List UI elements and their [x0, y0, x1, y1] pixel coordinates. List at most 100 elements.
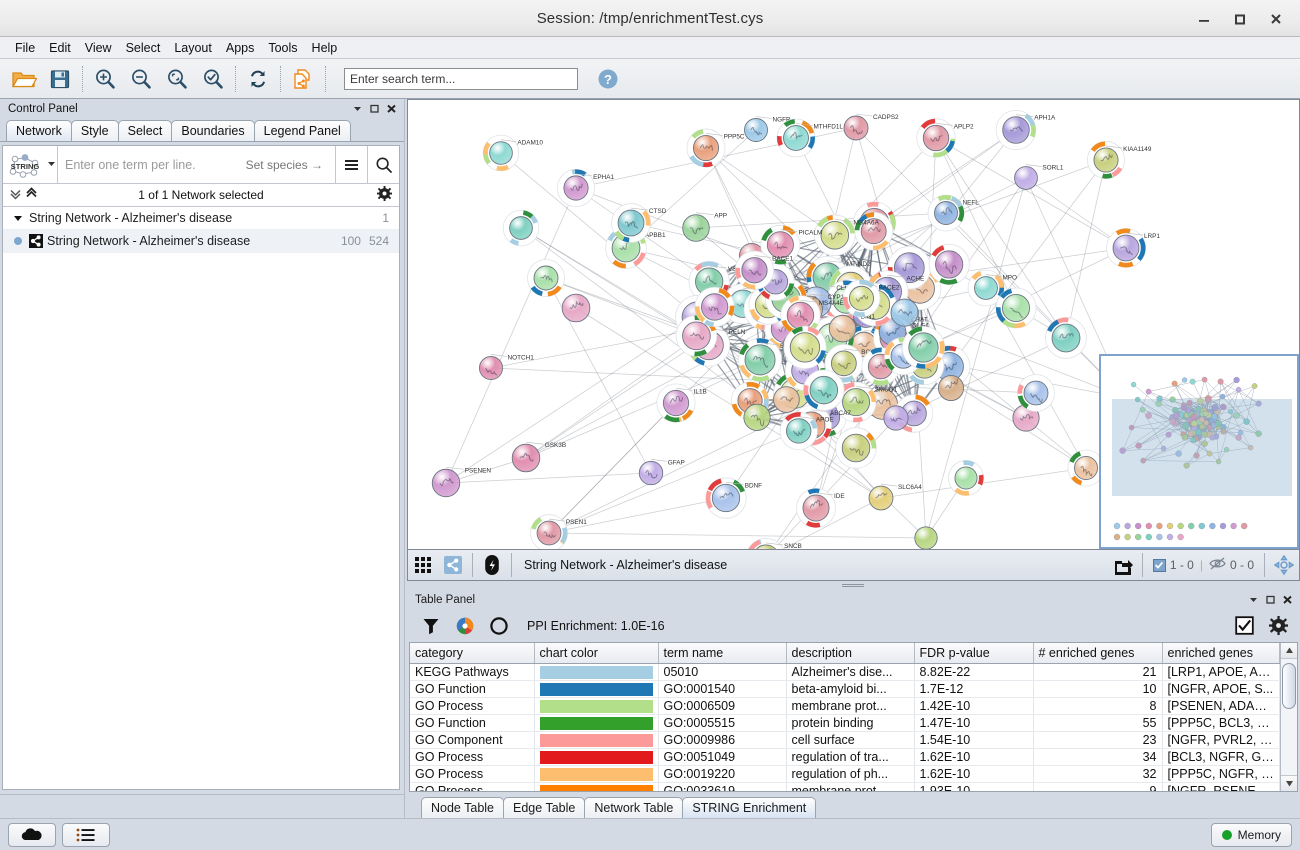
tab-boundaries[interactable]: Boundaries	[171, 120, 255, 141]
color-palette-icon[interactable]	[453, 613, 477, 639]
maximize-icon[interactable]	[1222, 4, 1258, 34]
col-description[interactable]: description	[786, 643, 915, 664]
network-node[interactable]	[773, 386, 800, 413]
tab-edge-table[interactable]: Edge Table	[503, 797, 586, 818]
minimap-viewport-rect[interactable]	[1112, 399, 1292, 496]
search-input[interactable]	[344, 67, 578, 90]
cloud-icon[interactable]	[8, 822, 56, 847]
network-node[interactable]	[937, 374, 965, 402]
grid-layout-icon[interactable]	[408, 551, 438, 580]
network-node[interactable]: IL1B	[656, 383, 707, 423]
network-node[interactable]: APP	[682, 212, 727, 242]
network-node[interactable]	[1045, 317, 1087, 359]
network-node[interactable]	[948, 460, 984, 496]
selected-checkbox-icon[interactable]	[1152, 558, 1166, 572]
tab-select[interactable]: Select	[117, 120, 173, 141]
menu-view[interactable]: View	[84, 40, 112, 55]
zoom-fit-icon[interactable]	[159, 62, 195, 96]
refresh-icon[interactable]	[240, 62, 276, 96]
birds-eye-icon[interactable]	[1269, 551, 1299, 580]
selected-node-count[interactable]: 1 - 0	[1147, 558, 1200, 572]
string-datasource-chevron-down-icon[interactable]	[47, 146, 57, 183]
network-node[interactable]	[803, 369, 845, 411]
network-node[interactable]: BDNF	[705, 477, 762, 519]
network-node[interactable]: APH1A	[995, 109, 1056, 151]
network-node[interactable]	[883, 405, 909, 431]
network-node[interactable]	[1067, 449, 1105, 487]
string-query-input[interactable]	[57, 146, 246, 183]
table-row[interactable]: GO Process GO:0006509 membrane prot... 1.42…	[410, 697, 1281, 715]
network-node[interactable]	[995, 287, 1037, 329]
tab-network-table[interactable]: Network Table	[584, 797, 684, 818]
expand-all-icon[interactable]	[25, 187, 38, 203]
network-node[interactable]	[502, 209, 540, 247]
menu-tools[interactable]: Tools	[268, 40, 298, 55]
network-canvas[interactable]: MT-ND2MT-ND1VSNL1GAB2ADAMTS2SMUG1TOMM40P…	[407, 99, 1300, 550]
hamburger-menu-icon[interactable]	[335, 146, 367, 183]
table-panel-dropdown-icon[interactable]	[1245, 592, 1262, 608]
donut-chart-icon[interactable]	[487, 613, 511, 639]
save-session-icon[interactable]	[42, 62, 78, 96]
network-node[interactable]: KIAA1149	[1087, 141, 1152, 179]
hidden-node-count[interactable]: 0 - 0	[1203, 557, 1260, 573]
filter-icon[interactable]	[419, 613, 443, 639]
enrichment-table[interactable]: category chart color term name descripti…	[410, 643, 1281, 791]
network-node[interactable]: NEFL	[927, 194, 979, 232]
network-node[interactable]: APLP2	[916, 118, 974, 158]
menu-help[interactable]: Help	[311, 40, 338, 55]
network-node[interactable]: SORL1	[1014, 164, 1064, 190]
network-minimap[interactable]	[1099, 354, 1299, 549]
col-category[interactable]: category	[410, 643, 535, 664]
network-node[interactable]	[694, 286, 735, 328]
settings-gear-icon[interactable]	[1266, 613, 1290, 639]
set-species-link[interactable]: Set species →	[245, 157, 323, 172]
menu-edit[interactable]: Edit	[49, 40, 71, 55]
network-node[interactable]: PPP5C	[686, 128, 745, 168]
network-node[interactable]: LRP1	[1106, 228, 1161, 268]
table-row[interactable]: GO Process GO:0033619 membrane prot... 1.93…	[410, 782, 1281, 791]
zoom-selected-icon[interactable]	[195, 62, 231, 96]
network-graph[interactable]: MT-ND2MT-ND1VSNL1GAB2ADAMTS2SMUG1TOMM40P…	[408, 100, 1296, 550]
table-row[interactable]: GO Process GO:0051049 regulation of tra...…	[410, 748, 1281, 766]
network-node[interactable]: PICALM	[760, 224, 822, 265]
table-row[interactable]: GO Process GO:0019220 regulation of ph... 1…	[410, 765, 1281, 783]
network-node[interactable]: BACE1	[734, 250, 794, 290]
table-row[interactable]: KEGG Pathways 05010 Alzheimer's dise... 8.8…	[410, 663, 1281, 681]
network-node[interactable]	[854, 211, 894, 251]
network-node[interactable]: GFAP	[638, 458, 685, 486]
network-node[interactable]: CTSD	[611, 203, 667, 243]
menu-file[interactable]: File	[15, 40, 36, 55]
col-chart-color[interactable]: chart color	[534, 643, 659, 664]
close-icon[interactable]	[1258, 4, 1294, 34]
tab-string-enrichment[interactable]: STRING Enrichment	[682, 797, 817, 818]
collapse-all-icon[interactable]	[9, 187, 22, 203]
search-icon[interactable]	[367, 146, 399, 183]
table-row[interactable]: GO Function GO:0005515 protein binding 1.47…	[410, 714, 1281, 732]
scroll-up-icon[interactable]	[1281, 643, 1297, 659]
scroll-track[interactable]	[1281, 659, 1297, 775]
network-node[interactable]: NOTCH1	[478, 354, 534, 381]
col-enriched-count[interactable]: # enriched genes	[1033, 643, 1163, 664]
string-logo-icon[interactable]: STRING	[3, 146, 47, 183]
select-all-checkbox-icon[interactable]	[1232, 613, 1256, 639]
annotation-icon[interactable]	[477, 551, 507, 580]
table-row[interactable]: GO Component GO:0009986 cell surface 1.54E-…	[410, 731, 1281, 749]
zoom-out-icon[interactable]	[123, 62, 159, 96]
network-node[interactable]	[527, 259, 565, 297]
network-node[interactable]: EPHA1	[556, 168, 615, 208]
network-node[interactable]: CADPS2	[843, 113, 899, 141]
network-node[interactable]	[914, 526, 938, 549]
zoom-in-icon[interactable]	[87, 62, 123, 96]
network-node[interactable]	[901, 325, 946, 370]
scroll-thumb[interactable]	[1282, 663, 1296, 709]
tree-row-network[interactable]: String Network - Alzheimer's disease 100…	[3, 230, 399, 253]
network-node[interactable]: IDE	[796, 488, 845, 528]
export-image-icon[interactable]	[1108, 551, 1138, 580]
network-node[interactable]: ADAM10	[482, 134, 543, 172]
minimize-icon[interactable]	[1186, 4, 1222, 34]
table-panel-close-icon[interactable]	[1279, 592, 1296, 608]
network-node[interactable]	[743, 403, 771, 431]
network-node[interactable]: SMUG1	[835, 381, 898, 423]
network-node[interactable]: MS4A6A	[814, 214, 880, 257]
network-node[interactable]	[783, 325, 827, 369]
